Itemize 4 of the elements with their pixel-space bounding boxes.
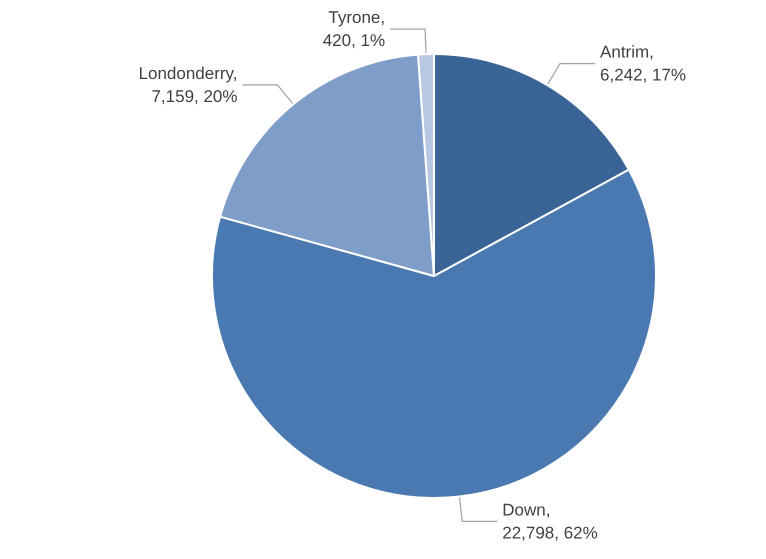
slice-label: Antrim, 6,242, 17% xyxy=(600,42,686,85)
slice-label: Londonderry, 7,159, 20% xyxy=(138,64,238,106)
slice-label: Down, 22,798, 62% xyxy=(502,500,598,542)
slice-label: Tyrone, 420, 1% xyxy=(322,8,386,50)
